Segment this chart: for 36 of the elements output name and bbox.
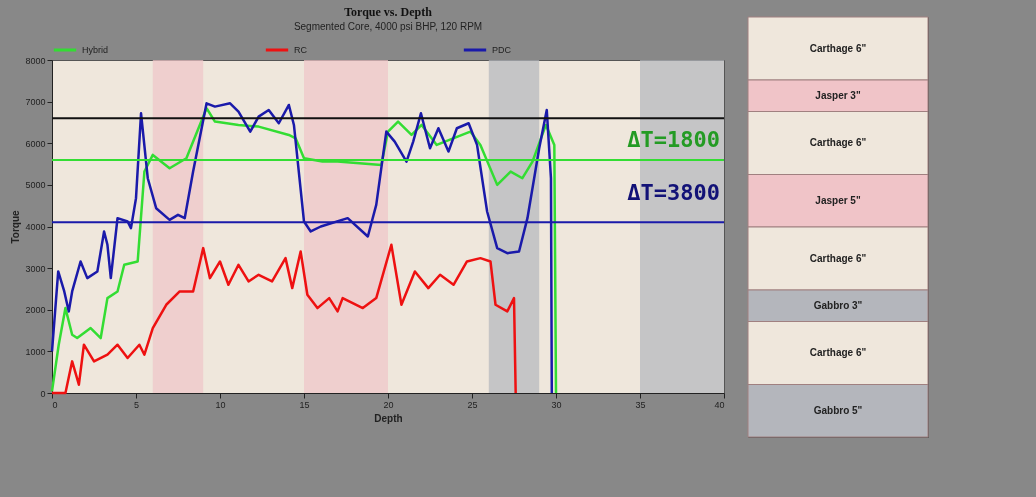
x-tick-label: 20: [383, 399, 394, 410]
x-tick-label: 35: [635, 399, 646, 410]
legend-label: Hybrid: [82, 45, 109, 55]
x-axis-title: Depth: [374, 412, 403, 424]
line-series: [50, 243, 517, 395]
x-tick-label: 5: [133, 399, 140, 410]
legend-label: PDC: [492, 45, 512, 55]
text: Jasper 5": [815, 194, 861, 206]
x-tick-label: 10: [215, 399, 226, 410]
legend-label: RC: [294, 45, 308, 55]
chart-subtitle: Segmented Core, 4000 psi BHP, 120 RPM: [293, 21, 483, 32]
y-tick-label: 8000: [25, 55, 46, 66]
text: Carthage 6": [809, 42, 867, 54]
y-tick-label: 3000: [25, 263, 46, 274]
y-tick-label: 6000: [25, 138, 46, 149]
x-tick-label: 0: [52, 399, 58, 410]
chart-title: Torque vs. Depth: [344, 5, 433, 19]
x-tick-label: 40: [714, 399, 725, 410]
text: Carthage 6": [809, 347, 867, 358]
y-tick-label: 5000: [25, 180, 46, 191]
y-tick-label: 1000: [25, 346, 46, 357]
y-tick-label: 2000: [25, 305, 46, 316]
y-tick-label: 7000: [25, 97, 46, 108]
x-tick-label: 25: [467, 399, 478, 410]
x-tick-label: 15: [299, 399, 310, 410]
y-tick-label: 4000: [25, 222, 46, 232]
annotation: ΔT=3800: [627, 180, 720, 205]
y-tick-label: 0: [40, 388, 46, 399]
text: Gabbro 3": [813, 299, 863, 311]
text: Jasper 3": [815, 89, 861, 101]
y-axis-title: Torque: [10, 210, 22, 244]
annotation: ΔT=1800: [627, 127, 720, 152]
x-tick-label: 30: [551, 399, 562, 410]
text: Carthage 6": [809, 252, 867, 264]
text: Carthage 6": [809, 137, 867, 148]
text: Gabbro 5": [813, 404, 863, 416]
